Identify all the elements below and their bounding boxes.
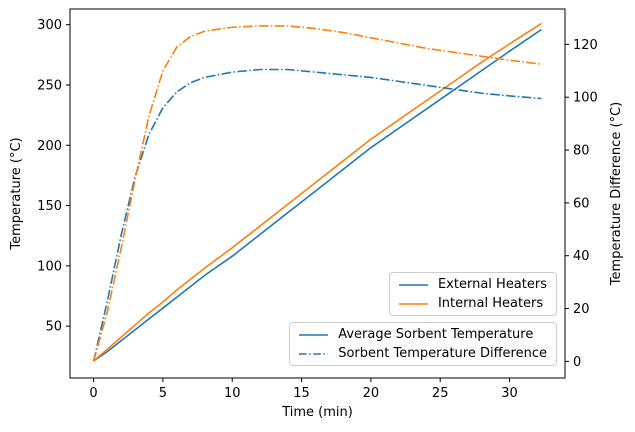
y-tick-label: 300 — [37, 18, 62, 33]
y-tick-label: 120 — [573, 38, 598, 53]
y-tick-label: 50 — [45, 320, 62, 335]
y-tick-label: 100 — [37, 259, 62, 274]
y-tick-label: 0 — [573, 355, 581, 370]
x-axis-label: Time (min) — [281, 405, 353, 420]
legend-entry-average-sorbent-temperature: Average Sorbent Temperature — [299, 326, 547, 342]
legend-heaters: External Heaters Internal Heaters — [388, 272, 557, 316]
y-tick-label: 250 — [37, 78, 62, 93]
line-sample-dashdot-icon — [299, 352, 329, 355]
plot-series — [92, 22, 542, 362]
y-axis-label-right: Temperature Difference (°C) — [609, 102, 624, 286]
y-tick-label: 100 — [573, 91, 598, 106]
legend-label: Average Sorbent Temperature — [338, 326, 534, 342]
legend-entry-internal-heaters: Internal Heaters — [398, 295, 547, 311]
legend-label: External Heaters — [437, 276, 547, 292]
line-sample-solid-icon — [299, 333, 329, 336]
x-tick-label: 30 — [501, 386, 518, 401]
legend-label: Internal Heaters — [437, 295, 544, 311]
y-tick-label: 40 — [573, 249, 590, 264]
x-axis — [93, 378, 511, 382]
legend-label: Sorbent Temperature Difference — [338, 345, 547, 361]
x-tick-label: 25 — [432, 386, 449, 401]
y-tick-label: 150 — [37, 199, 62, 214]
y-tick-label: 80 — [573, 144, 590, 159]
line-sample-solid-blue-icon — [398, 283, 428, 286]
y-axis-left — [66, 24, 70, 327]
x-tick-label: 10 — [224, 386, 241, 401]
series-line — [92, 25, 542, 362]
x-tick-label: 20 — [363, 386, 380, 401]
x-tick-label: 5 — [159, 386, 167, 401]
y-axis-right — [565, 43, 569, 362]
y-tick-label: 60 — [573, 196, 590, 211]
series-line — [93, 28, 542, 362]
series-line — [92, 68, 542, 362]
legend-entry-external-heaters: External Heaters — [398, 276, 547, 292]
y-axis-label-left: Temperature (°C) — [9, 137, 24, 250]
x-tick-label: 15 — [293, 386, 310, 401]
plot-area-border — [69, 8, 566, 379]
legend-entry-sorbent-temperature-difference: Sorbent Temperature Difference — [299, 345, 547, 361]
legend-linestyles: Average Sorbent Temperature Sorbent Temp… — [289, 322, 557, 366]
y-tick-label: 200 — [37, 139, 62, 154]
x-tick-label: 0 — [89, 386, 97, 401]
line-sample-solid-orange-icon — [398, 302, 428, 305]
y-tick-label: 20 — [573, 302, 590, 317]
